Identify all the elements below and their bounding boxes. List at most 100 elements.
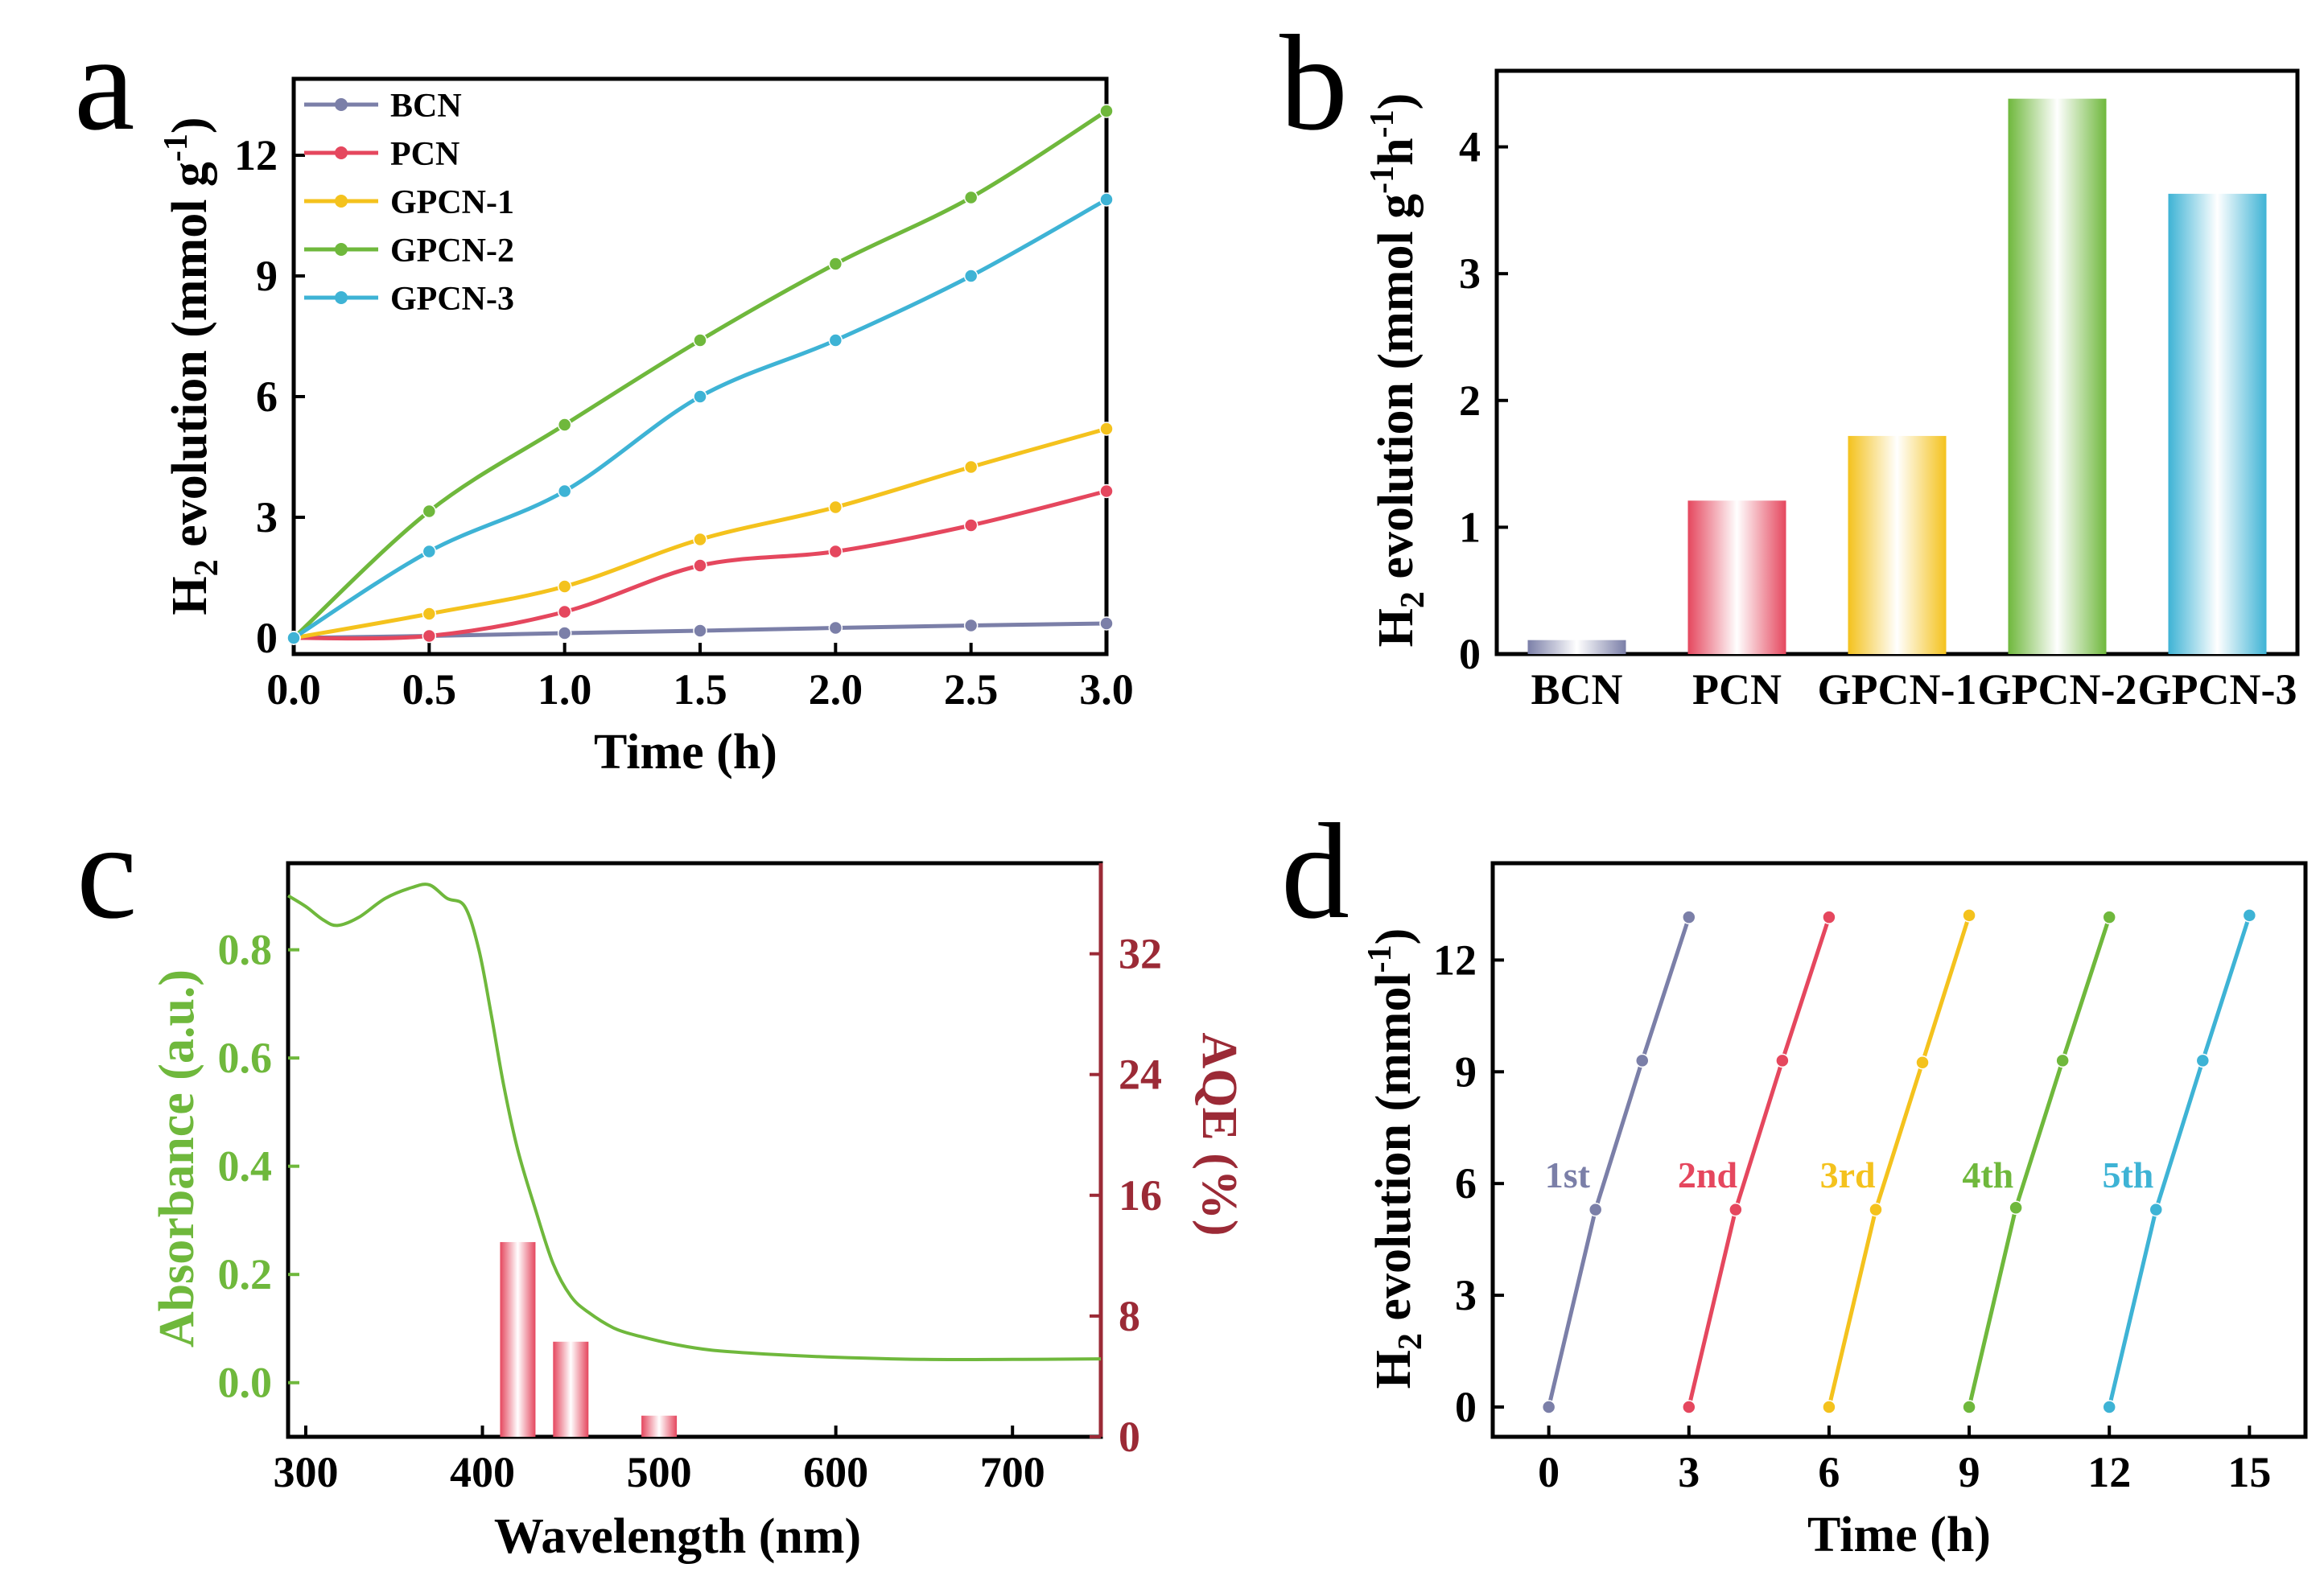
panel-a-ytick-label: 12	[234, 131, 278, 179]
legend-marker-bcn	[335, 98, 348, 111]
bar-gpcn-3	[2168, 193, 2267, 654]
panel-d-xtick-label: 15	[2227, 1448, 2271, 1496]
data-point-bcn	[828, 620, 843, 636]
data-point-gpcn-1	[963, 459, 979, 475]
data-point-bcn	[1099, 616, 1114, 631]
data-point-gpcn-3	[286, 631, 301, 645]
absorbance-curve	[286, 883, 1102, 1362]
panel-a-xtick-label: 3.0	[1079, 665, 1134, 714]
panel-d-ytick-label: 9	[1455, 1047, 1477, 1096]
aqe-bar-500	[641, 1415, 678, 1437]
data-point-gpcn-3	[963, 269, 979, 283]
cycle-point-1st	[1634, 1053, 1650, 1068]
panel-a-ytick-label: 0	[256, 614, 278, 662]
panel-c-right-ytick-label: 32	[1119, 930, 1162, 978]
panel-c-xtick-label: 700	[980, 1448, 1045, 1496]
panel-d-xtick-label: 9	[1959, 1448, 1980, 1496]
legend-marker-pcn	[335, 146, 348, 159]
panel-b-xtick-label: GPCN-1	[1818, 665, 1977, 714]
panel-d-ytick-label: 12	[1433, 936, 1477, 984]
panel-b-xtick-label: PCN	[1692, 665, 1782, 714]
cycle-point-3rd	[1869, 1202, 1883, 1217]
panel-b-ytick-label: 4	[1459, 123, 1481, 171]
panel-c-left-ytick-label: 0.4	[218, 1142, 273, 1191]
panel-d-xtick-label: 12	[2087, 1448, 2131, 1496]
cycle-point-3rd	[1962, 908, 1976, 923]
panel-a-xtick-label: 2.5	[944, 665, 999, 714]
panel-b-ylabel: H2 evolution (mmol g-1h-1)	[1364, 93, 1432, 648]
data-point-gpcn-3	[828, 333, 843, 348]
data-point-gpcn-3	[557, 483, 572, 499]
cycle-line-5th	[2107, 915, 2252, 1408]
cycle-point-5th	[2149, 1202, 2164, 1217]
bar-pcn	[1687, 500, 1786, 654]
panel-d-xtick-label: 6	[1818, 1448, 1840, 1496]
data-point-pcn	[963, 518, 979, 533]
data-point-gpcn-2	[963, 190, 979, 205]
panel-a-ytick-label: 9	[256, 252, 278, 300]
cycle-point-2nd	[1775, 1053, 1790, 1068]
panel-a-chart: 0 3 6 9 12 0.0 0.5 1.0 1.5 2.0 2.5 3.0 BCN PCN GPCN-1 G…	[158, 76, 1134, 780]
data-point-gpcn-1	[557, 579, 572, 594]
cycle-point-1st	[1541, 1400, 1556, 1414]
panel-d-ytick-label: 0	[1455, 1383, 1477, 1431]
panel-a-xtick-label: 0.0	[266, 665, 321, 714]
cycle-point-5th	[2195, 1053, 2211, 1068]
data-point-gpcn-1	[828, 500, 843, 515]
legend-label-gpcn-2: GPCN-2	[390, 232, 514, 270]
panel-c-left-ytick-label: 0.0	[218, 1359, 273, 1407]
panel-c-xtick-label: 400	[450, 1448, 515, 1496]
panel-b-ytick-label: 1	[1459, 503, 1481, 551]
legend-label-pcn: PCN	[390, 136, 459, 173]
cycle-point-4th	[1962, 1400, 1976, 1414]
cycle-point-3rd	[1822, 1400, 1836, 1414]
panel-c-left-ytick-label: 0.8	[218, 926, 273, 974]
panel-b-ytick-label: 2	[1459, 376, 1481, 425]
panel-d-xlabel: Time (h)	[1807, 1508, 1991, 1562]
panel-c-ylabel-right: AQE (%)	[1192, 1032, 1246, 1236]
panel-c-chart: 0.0 0.2 0.4 0.6 0.8 0 8 16 24 32 300 400 500 600 700 W…	[150, 861, 1246, 1564]
data-point-pcn	[693, 558, 707, 573]
data-point-gpcn-3	[1099, 192, 1114, 207]
data-point-pcn	[557, 604, 572, 619]
legend-marker-gpcn-2	[335, 243, 348, 256]
cycle-line-2nd	[1687, 916, 1832, 1408]
data-point-pcn	[422, 628, 437, 644]
panel-label-b: b	[1279, 7, 1348, 158]
legend-marker-gpcn-1	[335, 195, 348, 208]
data-point-gpcn-2	[1099, 104, 1114, 118]
panel-c-right-ytick-label: 8	[1119, 1292, 1140, 1340]
panel-c-right-ytick-label: 24	[1119, 1051, 1162, 1099]
data-point-bcn	[557, 626, 572, 640]
panel-a-xtick-label: 1.0	[538, 665, 592, 714]
panel-a-ylabel: H2 evolution (mmol g-1)	[158, 117, 225, 615]
panel-c-right-ytick-label: 16	[1119, 1171, 1162, 1220]
legend-label-gpcn-3: GPCN-3	[390, 281, 514, 318]
data-point-bcn	[963, 618, 979, 633]
panel-d-ytick-label: 6	[1455, 1159, 1477, 1208]
panel-b-ytick-label: 3	[1459, 249, 1481, 298]
panel-c-xlabel: Wavelength (nm)	[494, 1509, 861, 1564]
legend-label-gpcn-1: GPCN-1	[390, 184, 514, 221]
panel-c-xtick-label: 600	[803, 1448, 868, 1496]
cycle-point-5th	[2102, 1400, 2116, 1414]
data-point-bcn	[693, 623, 707, 638]
panel-b-xtick-label: GPCN-2	[1978, 665, 2137, 714]
panel-a-ytick-label: 3	[256, 493, 278, 541]
panel-label-d: d	[1281, 796, 1349, 947]
bar-gpcn-2	[2008, 98, 2107, 655]
panel-a-ytick-label: 6	[256, 372, 278, 421]
cycle-point-1st	[1588, 1202, 1603, 1217]
cycle-point-4th	[2055, 1053, 2070, 1068]
cycle-point-2nd	[1822, 910, 1836, 924]
data-point-gpcn-2	[422, 504, 437, 519]
cycle-point-4th	[2102, 910, 2116, 924]
panel-c-ylabel-left: Absorbance (a.u.)	[150, 969, 204, 1348]
bar-bcn	[1527, 640, 1626, 654]
panel-b-xtick-label: BCN	[1531, 665, 1622, 714]
data-point-gpcn-2	[557, 418, 572, 432]
panel-c-left-ytick-label: 0.2	[218, 1250, 273, 1298]
panel-b-xtick-label: GPCN-3	[2138, 665, 2297, 714]
cycle-point-4th	[2009, 1200, 2023, 1216]
data-point-gpcn-1	[1099, 422, 1114, 436]
